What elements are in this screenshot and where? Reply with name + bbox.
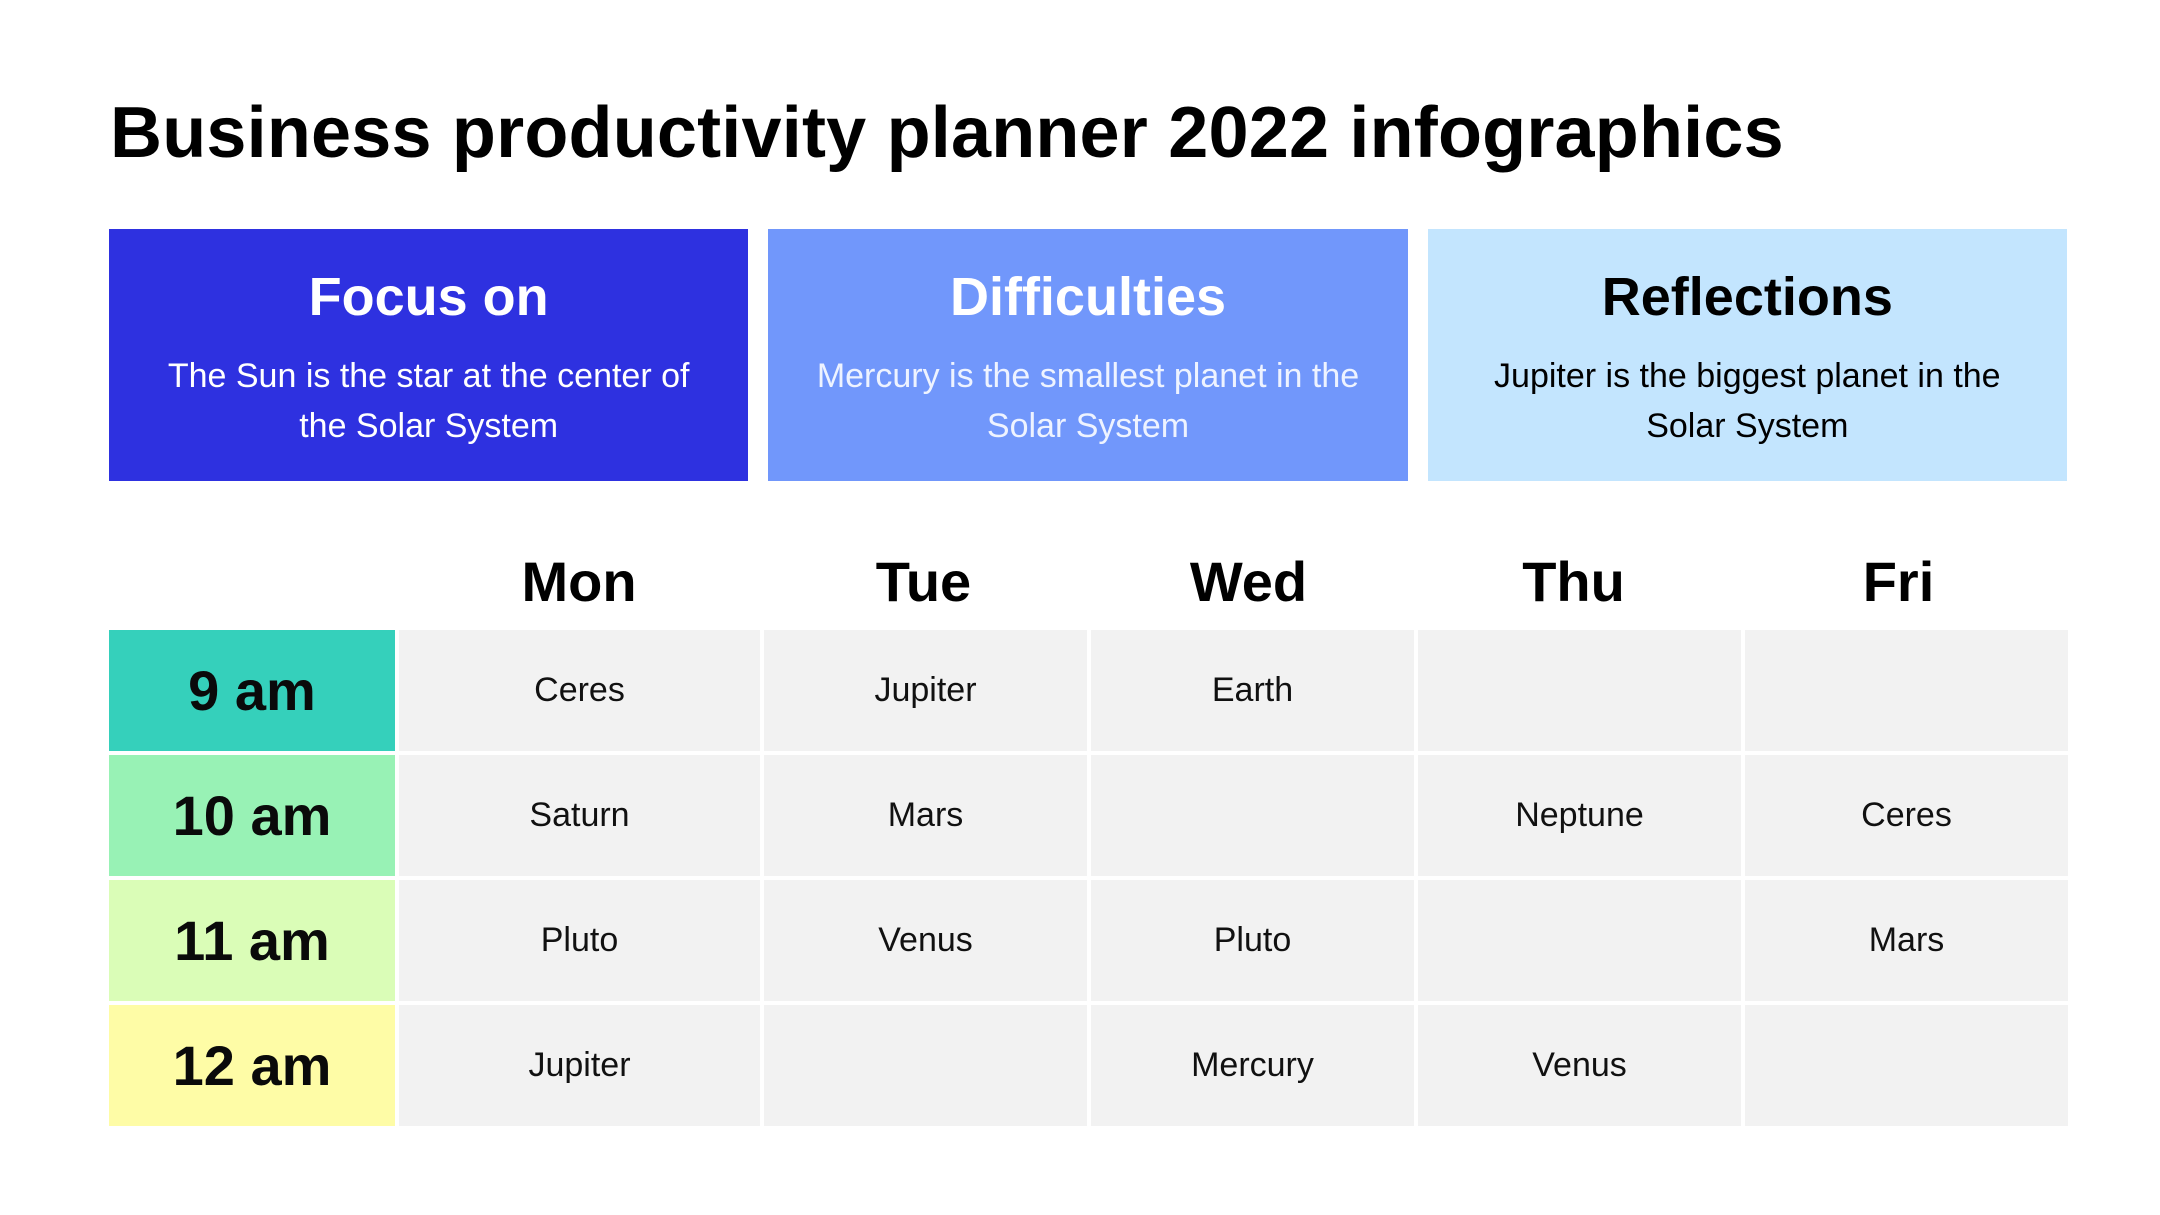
time-slot: 10 am <box>109 755 395 876</box>
card-title: Difficulties <box>949 267 1227 327</box>
day-header: Mon <box>521 550 637 613</box>
schedule-cell: Earth <box>1091 630 1414 751</box>
card-description: Mercury is the smallest planet in the So… <box>816 357 1360 445</box>
schedule-cell <box>1418 630 1741 751</box>
day-header: Fri <box>1862 550 1935 613</box>
time-slot: 12 am <box>109 1005 395 1126</box>
category-cards: Focus on The Sun is the star at the cent… <box>109 229 2067 481</box>
schedule-cell <box>1745 630 2068 751</box>
weekly-schedule: Mon Tue Wed Thu Fri 9 am Ceres Jupiter E… <box>109 530 2068 1126</box>
schedule-cell <box>1418 880 1741 1001</box>
schedule-cell: Mars <box>764 755 1087 876</box>
schedule-cell: Mars <box>1745 880 2068 1001</box>
card-title: Reflections <box>1601 267 1893 327</box>
card-description: The Sun is the star at the center of the… <box>167 357 690 445</box>
schedule-cell <box>1091 755 1414 876</box>
card-title: Focus on <box>308 267 549 327</box>
time-slot: 9 am <box>109 630 395 751</box>
day-header: Thu <box>1522 550 1625 613</box>
schedule-cell: Pluto <box>399 880 760 1001</box>
schedule-cell: Jupiter <box>764 630 1087 751</box>
time-slot: 11 am <box>109 880 395 1001</box>
card-difficulties: Difficulties Mercury is the smallest pla… <box>768 229 1408 481</box>
schedule-cell: Ceres <box>399 630 760 751</box>
card-reflections: Reflections Jupiter is the biggest plane… <box>1427 229 2067 481</box>
schedule-cell: Neptune <box>1418 755 1741 876</box>
day-header-row: Mon Tue Wed Thu Fri <box>109 530 2067 630</box>
schedule-grid: 9 am Ceres Jupiter Earth 10 am Saturn Ma… <box>109 630 2068 1126</box>
page-title: Business productivity planner 2022 infog… <box>110 93 1784 173</box>
day-header-spacer <box>109 530 397 630</box>
schedule-cell <box>764 1005 1087 1126</box>
day-header: Wed <box>1189 550 1308 613</box>
schedule-cell: Venus <box>1418 1005 1741 1126</box>
schedule-cell: Ceres <box>1745 755 2068 876</box>
day-header: Tue <box>875 550 972 613</box>
schedule-cell: Jupiter <box>399 1005 760 1126</box>
schedule-cell: Saturn <box>399 755 760 876</box>
card-focus-on: Focus on The Sun is the star at the cent… <box>109 229 749 481</box>
schedule-cell: Pluto <box>1091 880 1414 1001</box>
schedule-cell: Venus <box>764 880 1087 1001</box>
schedule-cell: Mercury <box>1091 1005 1414 1126</box>
card-description: Jupiter is the biggest planet in the Sol… <box>1494 357 2001 445</box>
schedule-cell <box>1745 1005 2068 1126</box>
